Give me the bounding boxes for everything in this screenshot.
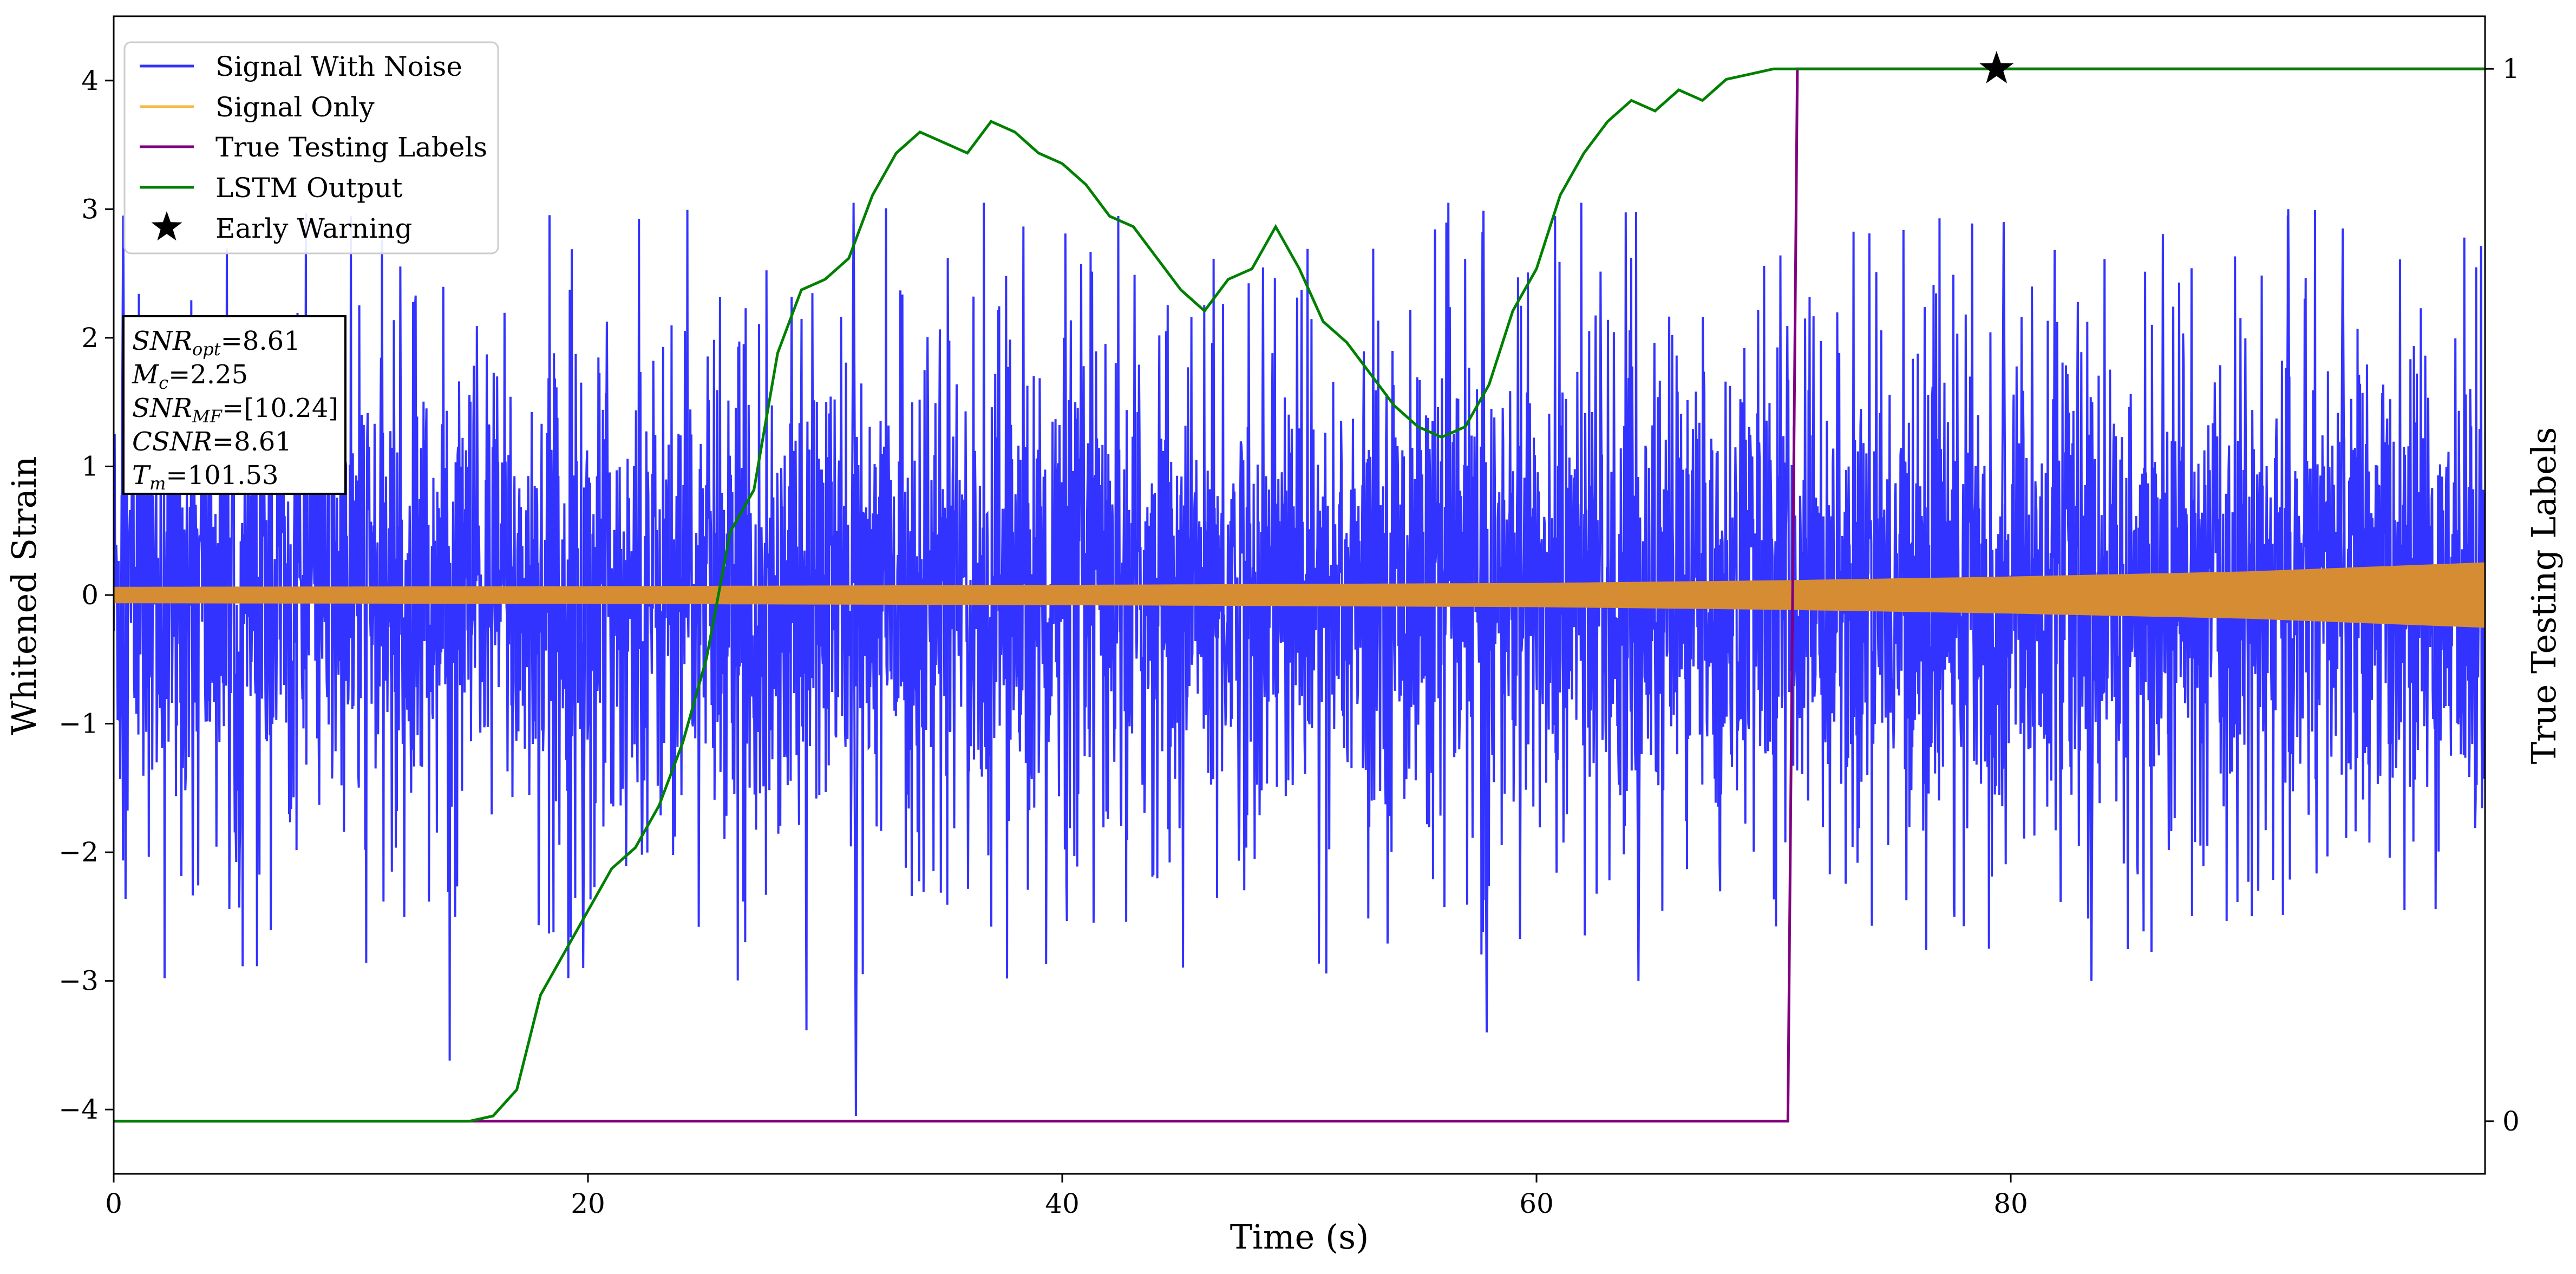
y-tick-label: −4 bbox=[58, 1094, 99, 1125]
annotation-line-chirp-mass: Mc=2.25 bbox=[132, 360, 248, 393]
legend: Signal With Noise Signal Only True Testi… bbox=[123, 41, 499, 254]
x-axis-ticks: 0 20 40 60 80 bbox=[105, 1174, 2028, 1219]
legend-swatch-early-warning-star bbox=[151, 211, 182, 241]
y-axis-right-ticks: 01 bbox=[2485, 53, 2520, 1137]
y-axis-right-label: True Testing Labels bbox=[2524, 427, 2564, 765]
x-tick-label: 80 bbox=[1993, 1188, 2028, 1219]
legend-label-signal-only: Signal Only bbox=[215, 92, 375, 123]
y-tick-label: 1 bbox=[81, 450, 99, 482]
y-tick-label: 0 bbox=[81, 579, 99, 611]
x-tick-label: 60 bbox=[1519, 1188, 1554, 1219]
y-right-tick-label: 1 bbox=[2502, 53, 2520, 84]
series-lstm-output bbox=[114, 67, 2485, 1123]
y-axis-left-label: Whitened Strain bbox=[4, 456, 44, 735]
series-signal-with-noise bbox=[114, 202, 2485, 1116]
annotation-box: SNRopt=8.61 Mc=2.25 SNRMF=[10.24] CSNR=8… bbox=[122, 315, 346, 495]
y-tick-label: 2 bbox=[81, 322, 99, 354]
legend-box bbox=[123, 41, 499, 254]
x-axis-label: Time (s) bbox=[1230, 1217, 1369, 1257]
early-warning-star-marker bbox=[1979, 51, 2014, 83]
annotation-line-csnr: CSNR=8.61 bbox=[132, 427, 292, 457]
y-tick-label: −1 bbox=[58, 708, 99, 740]
y-tick-label: 3 bbox=[81, 193, 99, 225]
series-layer bbox=[114, 51, 2485, 1123]
annotation-line-snr-opt: SNRopt=8.61 bbox=[132, 326, 300, 360]
legend-label-lstm-output: LSTM Output bbox=[215, 172, 402, 204]
annotation-line-merger-time: Tm=101.53 bbox=[132, 460, 279, 494]
legend-label-signal-with-noise: Signal With Noise bbox=[215, 51, 462, 82]
legend-label-early-warning: Early Warning bbox=[215, 213, 413, 244]
y-right-tick-label: 0 bbox=[2502, 1106, 2520, 1137]
annotation-line-snr-mf: SNRMF=[10.24] bbox=[132, 393, 338, 427]
y-tick-label: −3 bbox=[58, 965, 99, 997]
x-tick-label: 20 bbox=[571, 1188, 605, 1219]
y-tick-label: −2 bbox=[58, 837, 99, 868]
series-signal-only bbox=[114, 562, 2485, 628]
legend-label-true-testing-labels: True Testing Labels bbox=[215, 132, 487, 163]
y-tick-label: 4 bbox=[81, 65, 99, 96]
annotation-frame bbox=[122, 315, 346, 495]
y-axis-left-ticks: −4 −3 −2 −1 0 1 2 3 4 bbox=[58, 65, 114, 1125]
x-tick-label: 40 bbox=[1045, 1188, 1080, 1219]
x-tick-label: 0 bbox=[105, 1188, 122, 1219]
